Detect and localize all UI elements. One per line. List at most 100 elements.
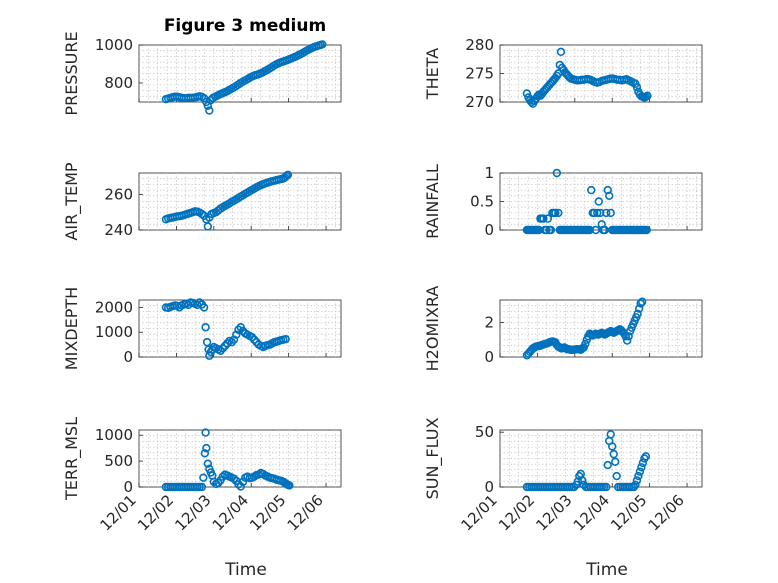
y-axis-label: SUN_FLUX: [423, 418, 443, 500]
data-point: [285, 481, 294, 490]
data-point: [232, 330, 241, 339]
y-tick-label: 0: [123, 348, 133, 366]
data-point: [611, 457, 620, 466]
data-point: [282, 171, 291, 181]
data-point: [642, 225, 651, 235]
data-point: [543, 214, 553, 223]
data-point: [556, 47, 566, 57]
data-point: [542, 225, 551, 235]
data-point: [631, 480, 640, 490]
y-tick-label: 260: [104, 185, 133, 203]
subplot-7: 0500100012/0112/0212/0312/0412/0512/06TE…: [62, 417, 342, 580]
data-point: [581, 339, 590, 349]
data-point: [546, 225, 556, 235]
data-point: [637, 463, 646, 472]
data-point: [641, 452, 651, 461]
data-point: [281, 334, 290, 344]
data-point: [554, 208, 563, 218]
data-point: [608, 442, 617, 451]
data-point: [590, 208, 599, 218]
y-axis-label: TERR_MSL: [62, 417, 82, 501]
y-axis-label: PRESSURE: [62, 31, 81, 115]
data-point: [594, 197, 603, 206]
y-axis-label: H2OMIXRA: [423, 286, 442, 372]
x-axis-label: Time: [224, 560, 267, 580]
data-point: [593, 208, 602, 218]
y-tick-label: 270: [465, 93, 494, 111]
data-point: [199, 303, 209, 312]
data-point: [622, 336, 632, 345]
data-point: [552, 168, 562, 178]
data-point: [634, 304, 644, 313]
data-point: [202, 443, 211, 453]
data-point: [578, 476, 587, 485]
data-point: [569, 482, 579, 492]
y-axis-label: MIXDEPTH: [62, 287, 81, 370]
data-point: [609, 449, 618, 459]
y-axis-label: AIR_TEMP: [62, 162, 82, 240]
y-tick-label: 1000: [95, 426, 133, 444]
data-point: [199, 473, 208, 482]
data-point: [596, 208, 605, 218]
data-point: [634, 471, 643, 481]
data-point: [283, 170, 293, 179]
y-axis-label: THETA: [423, 48, 442, 100]
data-point: [205, 106, 214, 115]
y-tick-label: 500: [104, 452, 133, 470]
y-tick-label: 0: [484, 348, 494, 366]
data-point: [236, 482, 245, 491]
data-series: [161, 428, 294, 492]
data-series: [161, 40, 327, 115]
y-tick-label: 275: [465, 65, 494, 83]
y-tick-label: 240: [104, 221, 133, 239]
y-tick-label: 50: [475, 423, 494, 441]
data-point: [200, 449, 210, 458]
data-series: [161, 170, 293, 231]
data-point: [197, 482, 207, 492]
data-series: [522, 168, 651, 235]
data-point: [203, 459, 213, 468]
subplot-3: 240 260 AIR_TEMP: [62, 162, 342, 241]
y-tick-label: 1: [484, 164, 494, 182]
data-point: [636, 299, 645, 308]
y-tick-label: 0: [484, 478, 494, 496]
data-series: [522, 47, 652, 108]
data-series: [522, 430, 651, 492]
data-point: [195, 298, 204, 307]
data-point: [229, 335, 239, 344]
data-point: [201, 428, 210, 437]
data-point: [585, 225, 594, 235]
x-axis-label: Time: [585, 560, 628, 580]
data-point: [238, 477, 248, 487]
data-point: [602, 482, 611, 492]
data-point: [643, 91, 652, 100]
data-point: [229, 474, 239, 483]
y-tick-label: 2000: [95, 298, 133, 316]
y-tick-label: 280: [465, 36, 494, 54]
data-point: [603, 460, 612, 470]
data-point: [605, 191, 614, 201]
data-series: [161, 298, 290, 360]
data-point: [202, 97, 211, 107]
data-point: [587, 185, 596, 195]
subplot-2: 270 275 280 THETA: [423, 36, 703, 111]
data-point: [318, 40, 327, 49]
y-tick-label: 0.5: [470, 193, 494, 211]
data-point: [522, 89, 532, 98]
figure-title: Figure 3 medium: [164, 16, 326, 36]
data-point: [203, 222, 213, 231]
subplot-1: 800 1000 PRESSURE: [62, 31, 342, 116]
data-series: [522, 297, 647, 360]
y-tick-label: 1000: [95, 36, 133, 54]
data-point: [632, 476, 642, 485]
y-tick-label: 800: [104, 74, 133, 92]
data-point: [606, 430, 615, 439]
data-point: [637, 297, 647, 306]
data-point: [539, 214, 548, 223]
data-point: [632, 82, 642, 92]
y-tick-label: 0: [123, 478, 133, 496]
data-point: [638, 458, 648, 468]
data-point: [635, 467, 645, 476]
subplot-5: 0 1000 2000 MIXDEPTH: [62, 287, 342, 370]
